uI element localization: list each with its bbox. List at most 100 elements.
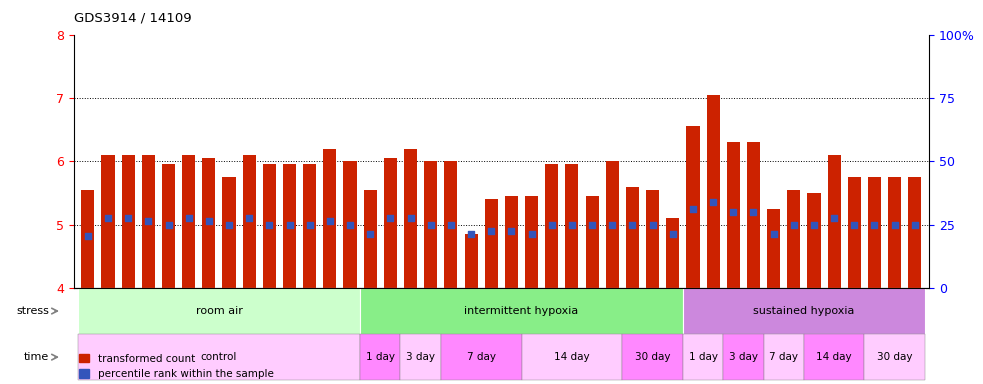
Point bbox=[120, 215, 136, 221]
Point bbox=[503, 228, 519, 234]
Bar bbox=[764, 334, 804, 380]
Bar bbox=[525, 196, 538, 288]
Point bbox=[605, 222, 620, 228]
Bar bbox=[686, 126, 700, 288]
Bar bbox=[747, 142, 760, 288]
Point bbox=[242, 215, 258, 221]
Bar bbox=[787, 190, 800, 288]
Point bbox=[665, 231, 680, 237]
Bar bbox=[485, 199, 497, 288]
Point bbox=[786, 222, 802, 228]
Bar bbox=[343, 161, 357, 288]
Point bbox=[867, 222, 883, 228]
Point bbox=[463, 231, 479, 237]
Point bbox=[160, 222, 176, 228]
Bar bbox=[82, 190, 94, 288]
Bar bbox=[202, 158, 215, 288]
Bar bbox=[303, 164, 317, 288]
Point bbox=[282, 222, 298, 228]
Bar bbox=[888, 177, 901, 288]
Bar bbox=[78, 288, 360, 334]
Bar bbox=[222, 177, 236, 288]
Point bbox=[261, 222, 277, 228]
Bar bbox=[383, 158, 397, 288]
Text: 3 day: 3 day bbox=[406, 352, 435, 362]
Bar bbox=[404, 149, 417, 288]
Point bbox=[403, 215, 419, 221]
Bar bbox=[465, 234, 478, 288]
Point bbox=[423, 222, 438, 228]
Bar bbox=[440, 334, 522, 380]
Text: 30 day: 30 day bbox=[877, 352, 912, 362]
Point bbox=[806, 222, 822, 228]
Point bbox=[322, 218, 338, 225]
Bar bbox=[262, 164, 276, 288]
Bar bbox=[505, 196, 518, 288]
Bar bbox=[606, 161, 619, 288]
Point bbox=[382, 215, 398, 221]
Legend: transformed count, percentile rank within the sample: transformed count, percentile rank withi… bbox=[79, 354, 273, 379]
Text: stress: stress bbox=[17, 306, 49, 316]
Text: GDS3914 / 14109: GDS3914 / 14109 bbox=[74, 12, 192, 25]
Bar bbox=[283, 164, 296, 288]
Text: time: time bbox=[24, 352, 49, 362]
Bar bbox=[360, 334, 400, 380]
Bar bbox=[683, 288, 925, 334]
Bar bbox=[364, 190, 376, 288]
Bar bbox=[646, 190, 660, 288]
Bar bbox=[323, 149, 336, 288]
Bar bbox=[400, 334, 440, 380]
Bar bbox=[908, 177, 921, 288]
Bar bbox=[142, 155, 155, 288]
Point bbox=[141, 218, 156, 225]
Bar bbox=[726, 142, 740, 288]
Bar bbox=[622, 334, 683, 380]
Point bbox=[745, 209, 761, 215]
Bar bbox=[425, 161, 437, 288]
Point bbox=[887, 222, 902, 228]
Point bbox=[80, 233, 95, 239]
Text: 1 day: 1 day bbox=[688, 352, 718, 362]
Text: 1 day: 1 day bbox=[366, 352, 395, 362]
Point bbox=[564, 222, 580, 228]
Bar bbox=[707, 95, 720, 288]
Text: room air: room air bbox=[196, 306, 243, 316]
Point bbox=[584, 222, 600, 228]
Bar bbox=[360, 288, 683, 334]
Point bbox=[544, 222, 559, 228]
Bar bbox=[828, 155, 840, 288]
Text: 14 day: 14 day bbox=[554, 352, 590, 362]
Text: 7 day: 7 day bbox=[770, 352, 798, 362]
Point bbox=[524, 231, 540, 237]
Text: intermittent hypoxia: intermittent hypoxia bbox=[464, 306, 579, 316]
Point bbox=[827, 215, 842, 221]
Point bbox=[302, 222, 318, 228]
Text: 7 day: 7 day bbox=[467, 352, 495, 362]
Bar bbox=[767, 209, 781, 288]
Bar bbox=[847, 177, 861, 288]
Point bbox=[685, 206, 701, 212]
Bar bbox=[122, 155, 135, 288]
Point bbox=[624, 222, 640, 228]
Bar bbox=[626, 187, 639, 288]
Point bbox=[100, 215, 116, 221]
Point bbox=[443, 222, 459, 228]
Point bbox=[907, 222, 923, 228]
Text: sustained hypoxia: sustained hypoxia bbox=[753, 306, 854, 316]
Bar bbox=[182, 155, 196, 288]
Text: 30 day: 30 day bbox=[635, 352, 670, 362]
Point bbox=[705, 199, 721, 205]
Text: 3 day: 3 day bbox=[728, 352, 758, 362]
Bar bbox=[666, 218, 679, 288]
Bar bbox=[243, 155, 256, 288]
Point bbox=[645, 222, 661, 228]
Bar bbox=[565, 164, 578, 288]
Bar bbox=[101, 155, 115, 288]
Point bbox=[766, 231, 781, 237]
Point bbox=[725, 209, 741, 215]
Bar bbox=[864, 334, 925, 380]
Bar bbox=[78, 334, 360, 380]
Bar bbox=[522, 334, 622, 380]
Bar bbox=[723, 334, 764, 380]
Point bbox=[342, 222, 358, 228]
